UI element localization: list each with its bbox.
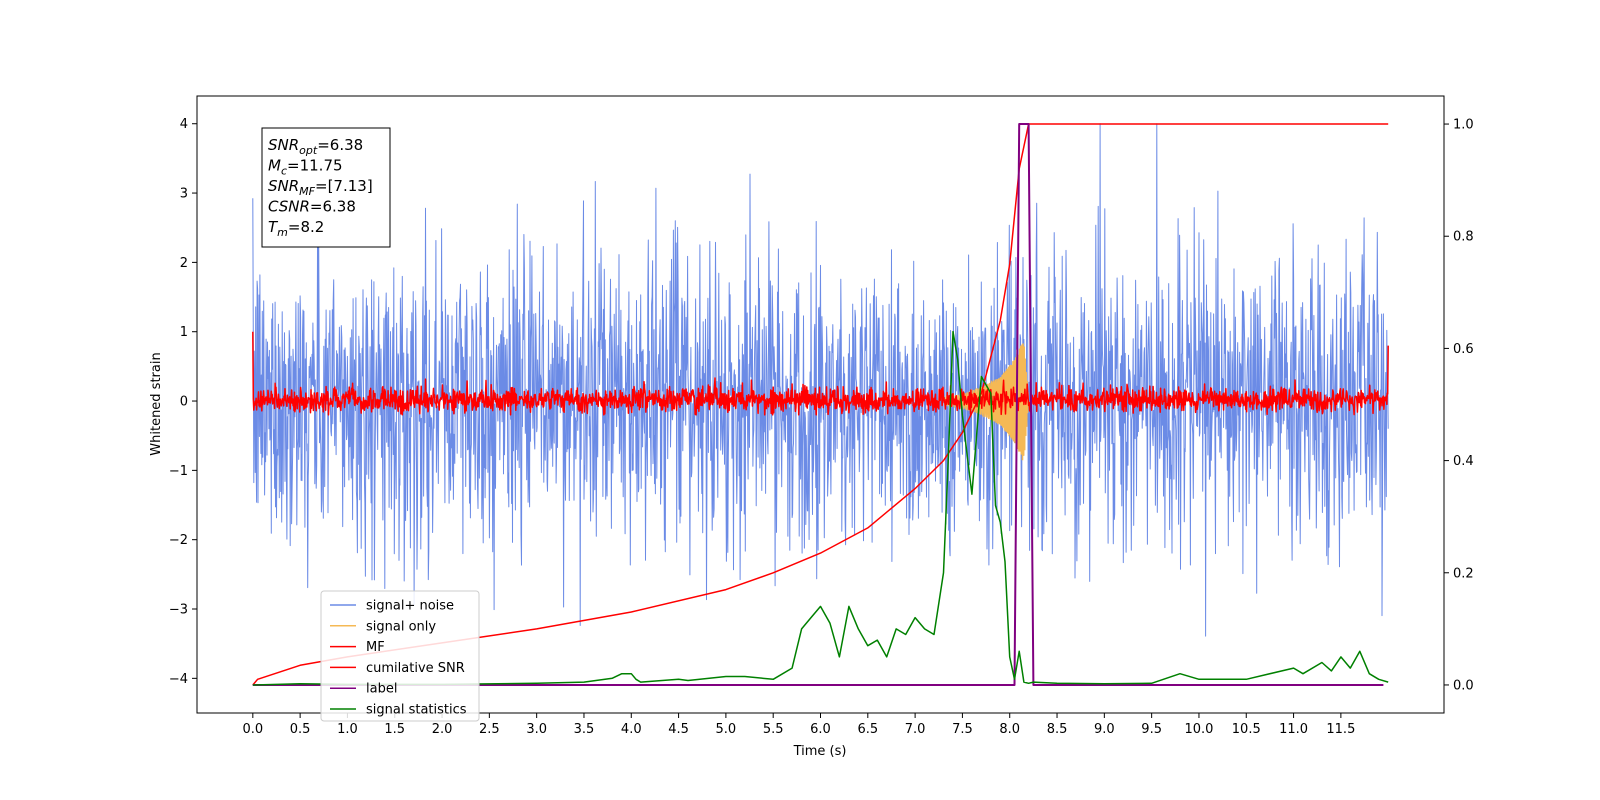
x-tick-label: 2.5 [479,722,500,737]
legend-label-signal-only: signal only [366,619,436,634]
info-box: SNRopt=6.38Mc=11.75SNRMF=[7.13]CSNR=6.38… [261,127,391,248]
x-tick-label: 3.5 [574,722,595,737]
y2-tick-label: 0.8 [1453,230,1474,245]
legend-label-cumilative-snr: cumilative SNR [366,661,465,676]
x-axis-title: Time (s) [793,744,847,759]
y-tick-label: −2 [169,533,188,548]
x-tick-label: 11.5 [1326,722,1355,737]
y-tick-label: 4 [180,117,188,132]
y2-tick-label: 1.0 [1453,118,1474,133]
y-tick-label: −1 [169,464,188,479]
legend: signal+ noise signal only MF cumilative SNR… [320,590,480,722]
y2-tick-label: 0.4 [1453,454,1474,469]
y-tick-label: 0 [180,395,188,410]
x-tick-label: 8.5 [1047,722,1068,737]
y2-tick-label: 0.6 [1453,342,1474,357]
legend-label-signal-statistics: signal statistics [366,703,467,718]
axis-layer: 0.0 0.5 1.0 1.5 2.0 2.5 3.0 3.5 4.0 4.5 5.0 5.5 6.0 6… [169,117,1474,737]
x-tick-label: 11.0 [1279,722,1308,737]
series-signal-noise [252,123,1389,637]
y-tick-label: 3 [180,187,188,202]
x-tick-label: 7.5 [952,722,973,737]
x-tick-label: 1.0 [337,722,358,737]
x-tick-label: 0.5 [290,722,311,737]
x-tick-label: 9.5 [1141,722,1162,737]
x-tick-label: 10.0 [1184,722,1213,737]
x-tick-label: 4.5 [668,722,689,737]
y2-tick-label: 0.2 [1453,566,1474,581]
y-axis-title: Whitened strain [149,352,164,455]
series-label [252,123,1384,686]
x-tick-label: 1.5 [384,722,405,737]
y-tick-label: −3 [169,603,188,618]
x-tick-label: 3.0 [526,722,547,737]
x-tick-label: 0.0 [242,722,263,737]
y-tick-label: 2 [180,256,188,271]
x-tick-label: 2.0 [432,722,453,737]
info-line: CSNR=6.38 [268,198,356,216]
x-tick-label: 5.0 [716,722,737,737]
x-tick-label: 9.0 [1094,722,1115,737]
legend-label-label: label [366,682,397,697]
y2-tick-label: 0.0 [1453,678,1474,693]
x-tick-label: 8.0 [999,722,1020,737]
legend-label-mf: MF [366,640,385,655]
y-tick-label: 1 [180,325,188,340]
series-signal-statistics [252,330,1389,686]
x-tick-label: 4.0 [621,722,642,737]
info-line: Mc=11.75 [268,157,343,178]
series-signal-only [942,343,1030,461]
x-tick-label: 6.5 [857,722,878,737]
x-tick-label: 7.0 [905,722,926,737]
legend-label-signal-noise: signal+ noise [366,599,454,614]
x-tick-label: 5.5 [763,722,784,737]
info-box-frame [261,127,391,248]
x-tick-label: 6.0 [810,722,831,737]
info-line: SNRMF=[7.13] [268,177,373,198]
y-tick-label: −4 [169,672,188,687]
series-mf [252,331,1389,416]
legend-frame [320,590,480,722]
x-tick-label: 10.5 [1232,722,1261,737]
info-line: Tm=8.2 [268,218,324,239]
info-line: SNRopt=6.38 [268,136,363,157]
